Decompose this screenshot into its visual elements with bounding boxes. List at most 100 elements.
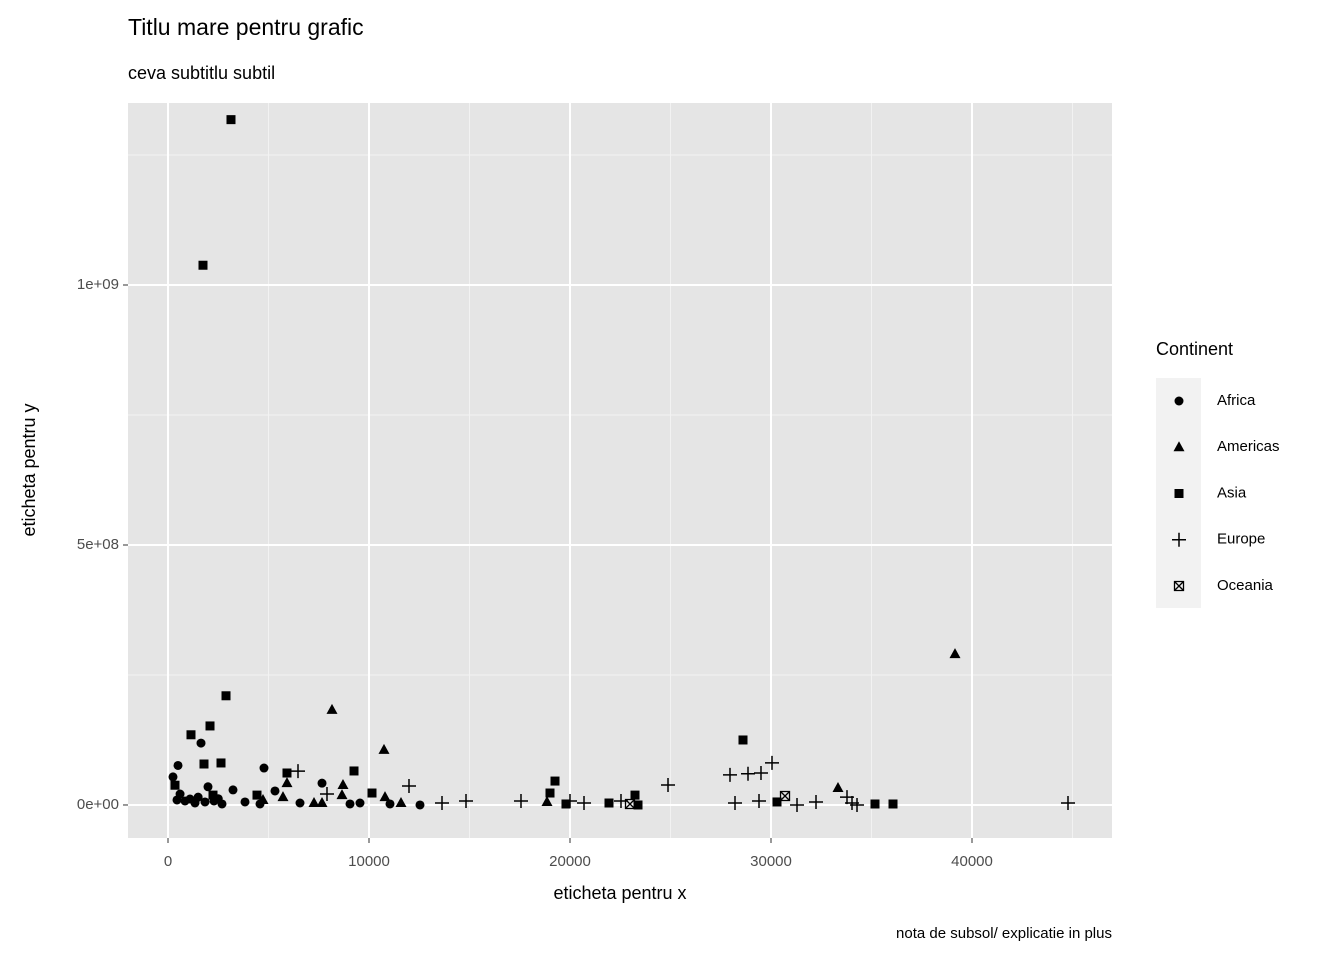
point: [577, 796, 592, 811]
point: [196, 738, 206, 748]
x-axis-title: eticheta pentru x: [553, 883, 686, 903]
point: [395, 797, 407, 808]
point: [193, 792, 203, 802]
legend-label: Americas: [1217, 438, 1280, 455]
point: [630, 790, 640, 800]
point: [291, 764, 306, 779]
point: [205, 721, 215, 731]
panel: [128, 103, 1112, 838]
point: [308, 797, 320, 808]
point: [772, 797, 782, 807]
point: [722, 767, 737, 782]
point: [738, 735, 748, 745]
point: [633, 800, 643, 810]
x-tick-label: 30000: [750, 853, 792, 870]
legend-label: Europe: [1217, 531, 1265, 548]
point: [226, 115, 236, 125]
point: [379, 791, 391, 802]
point: [257, 793, 269, 804]
grid: [128, 103, 1112, 838]
legend-label: Oceania: [1217, 577, 1274, 594]
point: [541, 795, 553, 806]
point: [295, 798, 305, 808]
point: [170, 780, 180, 790]
point: [378, 743, 390, 754]
point: [435, 796, 450, 811]
point: [765, 755, 780, 770]
point: [319, 787, 334, 802]
point: [200, 797, 210, 807]
point: [401, 779, 416, 794]
point: [282, 768, 292, 778]
chart-title: Titlu mare pentru grafic: [128, 14, 364, 40]
point: [198, 260, 208, 270]
point: [173, 760, 183, 770]
y-tick-label: 5e+08: [77, 536, 119, 553]
point: [317, 778, 327, 788]
point: [259, 763, 269, 773]
point: [252, 790, 262, 800]
legend-key: [1174, 489, 1184, 498]
point: [949, 648, 961, 659]
point: [175, 789, 185, 799]
point: [337, 778, 349, 789]
y-tick-label: 0e+00: [77, 796, 119, 813]
point: [216, 758, 226, 768]
point: [316, 797, 328, 808]
point: [270, 786, 280, 796]
point: [809, 794, 824, 809]
chart-subtitle: ceva subtitlu subtil: [128, 63, 275, 83]
point: [199, 759, 209, 769]
legend-label: Asia: [1217, 484, 1247, 501]
legend-label: Africa: [1217, 392, 1256, 409]
point: [228, 785, 238, 795]
point: [355, 798, 365, 808]
legend-key: [1173, 580, 1185, 592]
legend-key: [1174, 396, 1184, 406]
point: [728, 796, 743, 811]
point: [545, 788, 555, 798]
point: [1061, 796, 1075, 811]
point: [385, 799, 395, 809]
point: [870, 799, 880, 809]
point: [459, 793, 474, 808]
point: [513, 793, 528, 808]
x-tick-label: 40000: [951, 853, 993, 870]
x-tick-label: 20000: [549, 853, 591, 870]
point: [790, 797, 805, 812]
point: [240, 797, 250, 807]
point: [345, 799, 355, 809]
point: [561, 799, 571, 809]
point: [661, 777, 676, 792]
point: [850, 797, 865, 812]
y-tick-label: 1e+09: [77, 276, 119, 293]
legend-title: Continent: [1156, 339, 1233, 359]
point: [752, 793, 767, 808]
point: [604, 798, 614, 808]
point: [753, 766, 768, 781]
point: [741, 766, 756, 781]
point: [277, 791, 289, 802]
point: [832, 781, 844, 792]
point: [208, 790, 218, 800]
caption: nota de subsol/ explicatie in plus: [896, 925, 1112, 942]
point: [563, 793, 578, 808]
point: [840, 790, 854, 805]
x-tick-label: 10000: [348, 853, 390, 870]
point: [221, 691, 231, 701]
point: [779, 790, 791, 802]
point: [888, 799, 898, 809]
points: [168, 115, 1075, 812]
point: [550, 776, 560, 786]
point: [349, 766, 359, 776]
legend-key: [1173, 441, 1185, 452]
x-tick-label: 0: [164, 853, 172, 870]
point: [168, 772, 178, 782]
point: [367, 788, 377, 798]
point: [415, 800, 425, 810]
point: [203, 782, 213, 792]
point: [281, 777, 293, 788]
point: [624, 798, 636, 810]
